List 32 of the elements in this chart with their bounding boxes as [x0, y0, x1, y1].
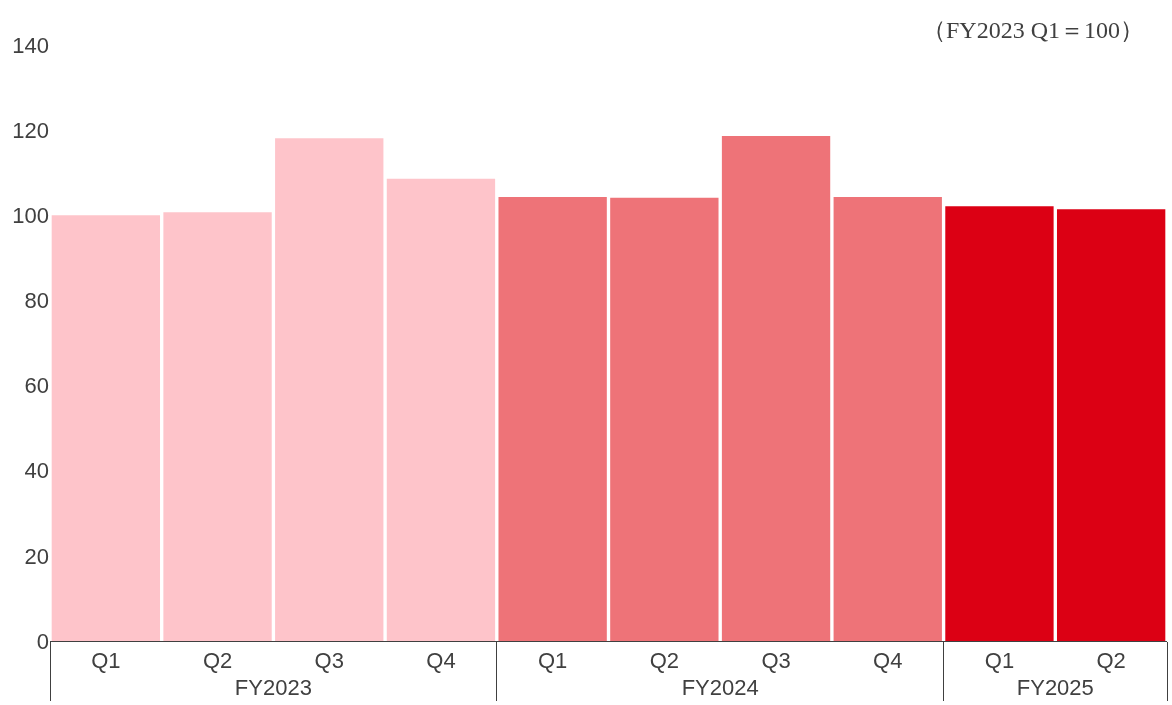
bar	[721, 136, 831, 641]
series-label: FY2023	[234, 675, 312, 701]
bar	[51, 215, 161, 641]
x-tick-label: Q3	[314, 648, 344, 674]
series-label: FY2024	[681, 675, 759, 701]
y-tick-label: 80	[24, 288, 49, 314]
bar	[610, 197, 719, 641]
y-tick-label: 40	[24, 458, 49, 484]
bar	[386, 178, 496, 641]
bar	[1056, 209, 1166, 641]
y-tick-label: 100	[12, 202, 49, 228]
x-tick-label: Q2	[202, 648, 233, 674]
y-tick-label: 60	[24, 373, 49, 399]
y-tick-label: 140	[12, 32, 49, 58]
bar	[498, 196, 607, 641]
y-tick-label: 120	[12, 117, 49, 143]
x-tick-label: Q1	[91, 648, 121, 674]
x-tick-label: Q4	[873, 648, 903, 674]
x-tick-label: Q2	[649, 648, 680, 674]
bar	[275, 138, 384, 641]
y-tick-label: 0	[36, 628, 49, 654]
bar	[945, 206, 1054, 641]
bar	[833, 196, 942, 641]
bar	[163, 212, 272, 641]
x-tick-label: Q1	[984, 648, 1015, 674]
x-tick-label: Q3	[761, 648, 791, 674]
chart-subtitle: （FY2023 Q1＝100）	[922, 17, 1145, 43]
y-tick-label: 20	[24, 543, 49, 569]
x-tick-label: Q4	[426, 648, 456, 674]
x-tick-label: Q2	[1096, 648, 1126, 674]
series-label: FY2025	[1016, 675, 1094, 701]
x-tick-label: Q1	[537, 648, 568, 674]
